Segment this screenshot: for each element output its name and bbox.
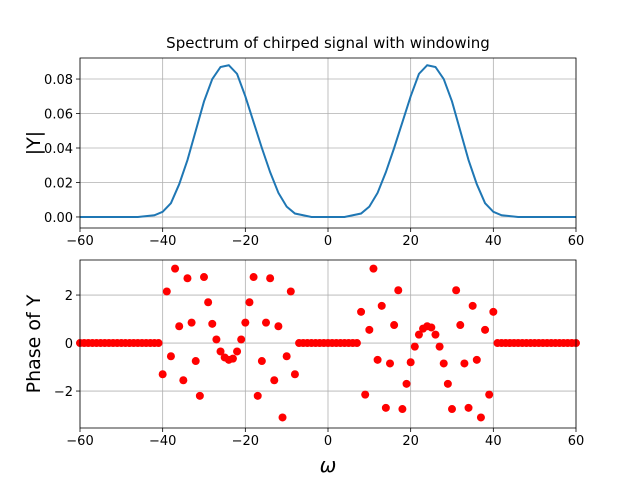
y-axis-label: Phase of Y xyxy=(23,294,45,393)
point xyxy=(212,335,221,344)
point xyxy=(162,287,171,296)
y-tick-label: 0.04 xyxy=(44,142,73,157)
point xyxy=(472,355,481,364)
x-tick-label: 20 xyxy=(402,234,419,249)
point xyxy=(154,339,163,348)
x-tick-label: 60 xyxy=(568,434,585,449)
x-tick-label: 60 xyxy=(568,234,585,249)
subplot: −60 −40 −20 0 20 40 60 0.00 0.02 0.04 0.06 0.08 Spec… xyxy=(23,34,584,249)
point xyxy=(410,342,419,351)
point xyxy=(406,358,415,367)
y-tick-label: 0.02 xyxy=(44,176,73,191)
x-tick-label: 40 xyxy=(485,434,502,449)
point xyxy=(175,322,184,331)
point xyxy=(390,321,399,330)
x-tick-label: 40 xyxy=(485,234,502,249)
point xyxy=(352,339,361,348)
x-tick-label: −40 xyxy=(149,234,176,249)
point xyxy=(241,318,250,327)
y-tick-label: 0.00 xyxy=(44,211,73,226)
point xyxy=(452,286,461,295)
y-axis-label: |Y| xyxy=(23,131,45,155)
point xyxy=(365,325,374,334)
point xyxy=(402,379,411,388)
x-tick-label: 20 xyxy=(402,434,419,449)
point xyxy=(456,321,465,330)
chart-title: Spectrum of chirped signal with windowin… xyxy=(166,34,490,52)
point xyxy=(200,273,208,282)
point xyxy=(460,359,469,368)
point xyxy=(468,301,477,310)
point xyxy=(228,354,237,363)
point xyxy=(262,318,270,327)
point xyxy=(464,403,473,412)
point xyxy=(282,352,291,361)
y-tick-label: 0.06 xyxy=(44,108,73,123)
point xyxy=(270,376,279,385)
point xyxy=(179,376,188,385)
y-tick-label: 2 xyxy=(65,289,73,304)
point xyxy=(286,287,295,296)
point xyxy=(427,323,436,332)
point xyxy=(166,352,175,361)
point xyxy=(257,357,266,366)
point xyxy=(216,347,225,356)
point xyxy=(204,298,213,307)
point xyxy=(431,330,440,339)
axes-frame xyxy=(79,57,577,229)
point xyxy=(195,391,204,400)
point xyxy=(233,347,242,356)
x-axis-label: ω xyxy=(320,453,337,477)
point xyxy=(249,273,258,282)
point xyxy=(381,403,390,412)
point xyxy=(414,330,423,339)
x-tick-label: 0 xyxy=(324,234,332,249)
point xyxy=(489,307,498,316)
point xyxy=(435,342,444,351)
point xyxy=(369,264,378,273)
point xyxy=(476,413,485,422)
point xyxy=(171,264,180,273)
point xyxy=(398,405,407,414)
point xyxy=(357,307,366,316)
x-tick-label: −20 xyxy=(232,234,259,249)
y-tick-label: 0.08 xyxy=(44,73,73,88)
point xyxy=(377,301,386,310)
axes-frame xyxy=(79,259,577,429)
point xyxy=(443,379,452,388)
point xyxy=(158,370,167,379)
y-tick-label: −2 xyxy=(54,385,73,400)
x-tick-label: −60 xyxy=(66,234,93,249)
y-tick-label: 0 xyxy=(65,337,73,352)
point xyxy=(361,390,370,399)
point xyxy=(208,319,217,328)
x-tick-label: −20 xyxy=(232,434,259,449)
point xyxy=(386,359,394,368)
point xyxy=(237,335,246,344)
point xyxy=(191,357,200,366)
point xyxy=(485,390,494,399)
point xyxy=(394,286,403,295)
point xyxy=(253,391,262,400)
point xyxy=(290,370,299,379)
point xyxy=(448,405,456,414)
point xyxy=(266,274,275,283)
x-tick-label: 0 xyxy=(324,434,332,449)
point xyxy=(187,318,196,327)
point xyxy=(274,322,283,331)
point xyxy=(183,274,192,283)
line xyxy=(80,64,576,218)
point xyxy=(278,413,287,422)
x-tick-label: −60 xyxy=(66,434,93,449)
point xyxy=(481,325,490,334)
x-tick-label: −40 xyxy=(149,434,176,449)
point xyxy=(245,298,254,307)
point xyxy=(439,359,448,368)
point xyxy=(373,355,382,364)
